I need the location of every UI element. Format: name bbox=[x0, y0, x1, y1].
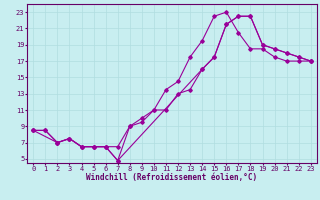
X-axis label: Windchill (Refroidissement éolien,°C): Windchill (Refroidissement éolien,°C) bbox=[86, 173, 258, 182]
